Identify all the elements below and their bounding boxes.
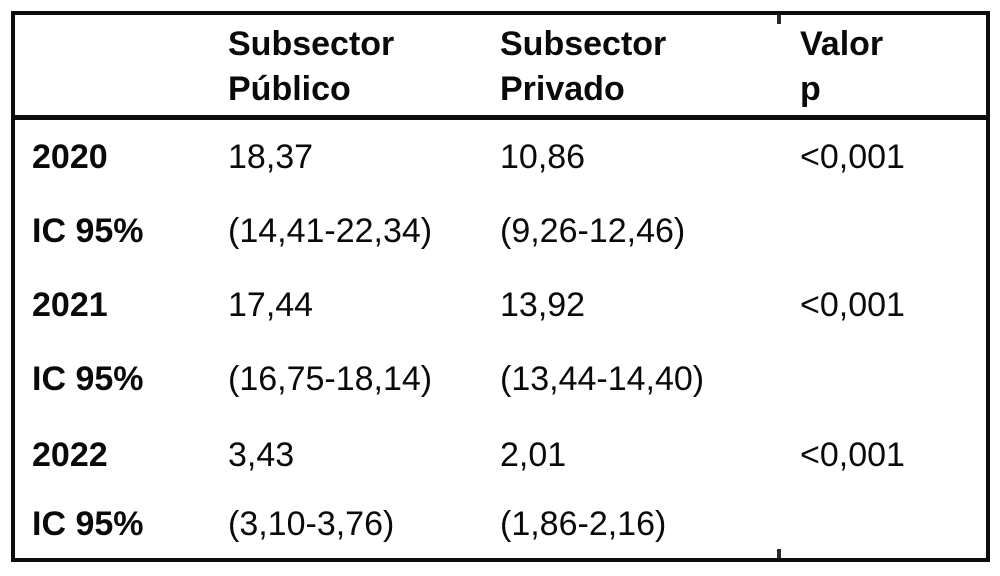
p-value: <0,001: [800, 285, 905, 324]
year-label: 2020: [32, 138, 108, 177]
privado-ci: (1,86-2,16): [500, 505, 667, 544]
year-label: 2021: [32, 285, 108, 324]
column-boundary-tick-bottom: [777, 549, 781, 558]
privado-value: 10,86: [500, 138, 586, 177]
publico-ci: (16,75-18,14): [228, 360, 433, 399]
publico-value: 17,44: [228, 285, 314, 324]
header-subsector-publico: Subsector Público: [228, 25, 395, 108]
table-row-ic-2022: IC 95% (3,10-3,76) (1,86-2,16): [15, 496, 986, 554]
table-row-2021: 2021 17,44 13,92 <0,001: [15, 267, 986, 344]
publico-value: 3,43: [228, 436, 295, 475]
p-value: <0,001: [800, 436, 905, 475]
table-row-ic-2020: IC 95% (14,41-22,34) (9,26-12,46): [15, 196, 986, 267]
ci-label: IC 95%: [32, 211, 144, 250]
publico-value: 18,37: [228, 138, 314, 177]
table-body: 2020 18,37 10,86 <0,001 IC 95% (14,41-22…: [15, 120, 986, 554]
header-subsector-privado: Subsector Privado: [500, 25, 667, 108]
ci-label: IC 95%: [32, 505, 144, 544]
table-row-ic-2021: IC 95% (16,75-18,14) (13,44-14,40): [15, 344, 986, 416]
publico-ci: (14,41-22,34): [228, 211, 433, 250]
publico-ci: (3,10-3,76): [228, 505, 395, 544]
table-header-row: Subsector Público Subsector Privado Valo…: [15, 15, 986, 120]
privado-value: 13,92: [500, 285, 586, 324]
p-value: <0,001: [800, 138, 905, 177]
year-label: 2022: [32, 436, 108, 475]
table-row-2022: 2022 3,43 2,01 <0,001: [15, 416, 986, 496]
header-valor-p: Valor p: [800, 25, 884, 108]
ci-label: IC 95%: [32, 360, 144, 399]
privado-value: 2,01: [500, 436, 567, 475]
results-table: Subsector Público Subsector Privado Valo…: [11, 11, 990, 562]
privado-ci: (13,44-14,40): [500, 360, 705, 399]
table-row-2020: 2020 18,37 10,86 <0,001: [15, 120, 986, 196]
header-empty-cell: [15, 15, 228, 115]
privado-ci: (9,26-12,46): [500, 211, 686, 250]
column-boundary-tick-top: [777, 15, 781, 24]
